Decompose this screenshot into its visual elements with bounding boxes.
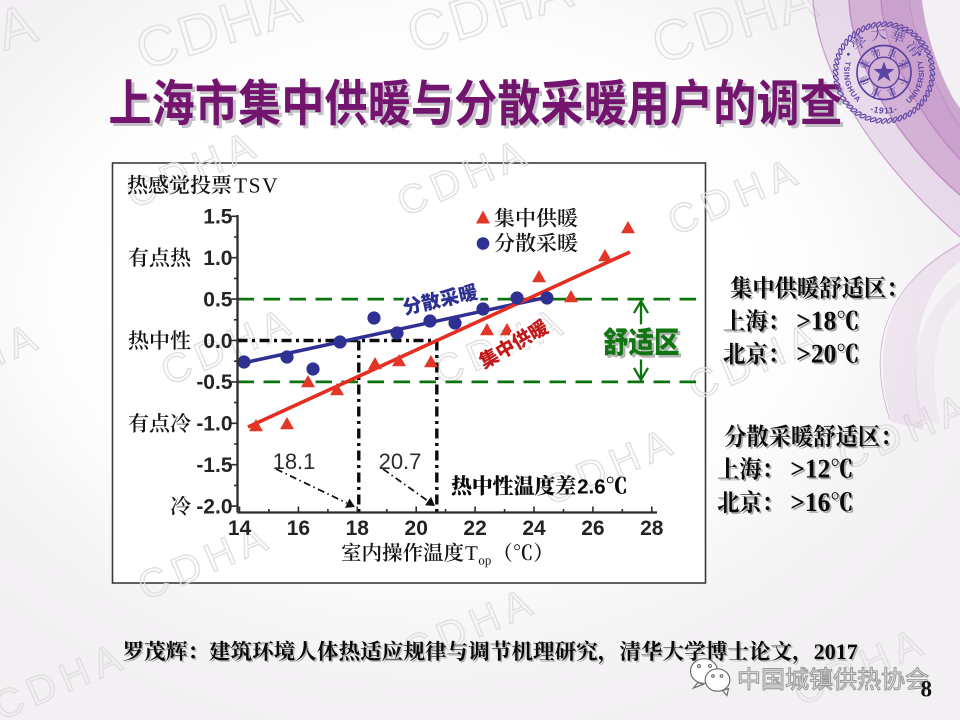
svg-text:14: 14 <box>228 517 252 540</box>
svg-text:-1.5: -1.5 <box>196 454 233 477</box>
svg-text:22: 22 <box>463 517 486 540</box>
svg-text:26: 26 <box>581 517 604 540</box>
svg-text:1.0: 1.0 <box>203 247 232 270</box>
svg-text:0.0: 0.0 <box>203 330 232 353</box>
svg-text:-2.0: -2.0 <box>196 495 232 518</box>
svg-text:8: 8 <box>921 677 933 702</box>
svg-text:-1.0: -1.0 <box>196 413 232 436</box>
svg-text:16: 16 <box>287 517 310 540</box>
svg-text:-0.5: -0.5 <box>196 371 233 394</box>
svg-text:28: 28 <box>640 517 664 540</box>
svg-text:18.1: 18.1 <box>273 449 316 474</box>
svg-text:20.7: 20.7 <box>379 449 422 474</box>
svg-text:1.5: 1.5 <box>203 206 233 229</box>
svg-text:0.5: 0.5 <box>203 288 233 311</box>
svg-text:20: 20 <box>405 517 428 540</box>
svg-text:18: 18 <box>346 517 370 540</box>
svg-text:-1911-: -1911- <box>869 103 899 115</box>
svg-text:24: 24 <box>522 517 546 540</box>
